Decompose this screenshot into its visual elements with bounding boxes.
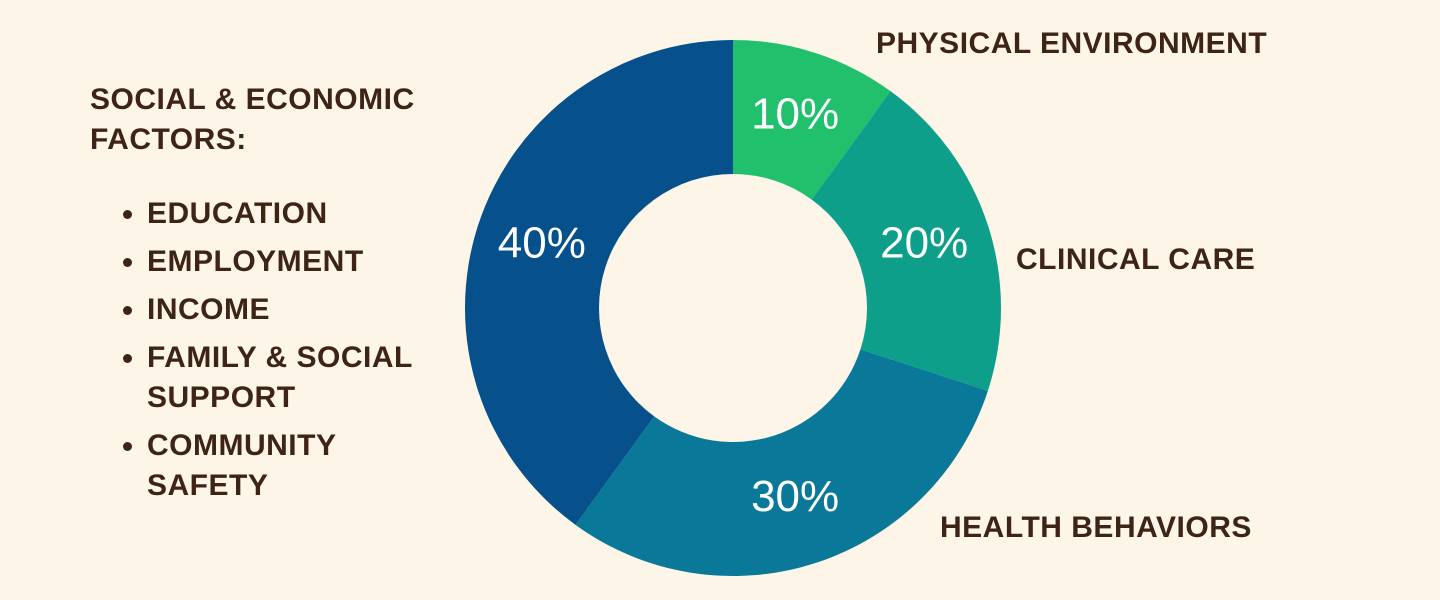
category-label: HEALTH BEHAVIORS (940, 511, 1252, 544)
detail-item: COMMUNITY SAFETY (147, 426, 447, 506)
value-label: 10% (751, 89, 839, 138)
detail-item: FAMILY & SOCIAL SUPPORT (147, 338, 447, 418)
category-label: PHYSICAL ENVIRONMENT (876, 27, 1268, 60)
detail-item: EDUCATION (147, 194, 447, 234)
donut-segment (575, 349, 988, 576)
donut-segment (465, 40, 733, 525)
donut-segment (733, 40, 891, 200)
value-label: 40% (498, 219, 586, 268)
category-label: CLINICAL CARE (1016, 243, 1256, 276)
category-label: SOCIAL & ECONOMIC FACTORS: (90, 83, 415, 156)
detail-item: EMPLOYMENT (147, 242, 447, 282)
donut-segment (811, 91, 1001, 391)
value-label: 30% (751, 472, 839, 521)
value-label: 20% (880, 219, 968, 268)
social-factors-block: SOCIAL & ECONOMIC FACTORS: EDUCATION EMPL… (90, 80, 470, 514)
detail-item: INCOME (147, 290, 447, 330)
details-list: EDUCATION EMPLOYMENT INCOME FAMILY & SOCIAL… (90, 194, 447, 506)
